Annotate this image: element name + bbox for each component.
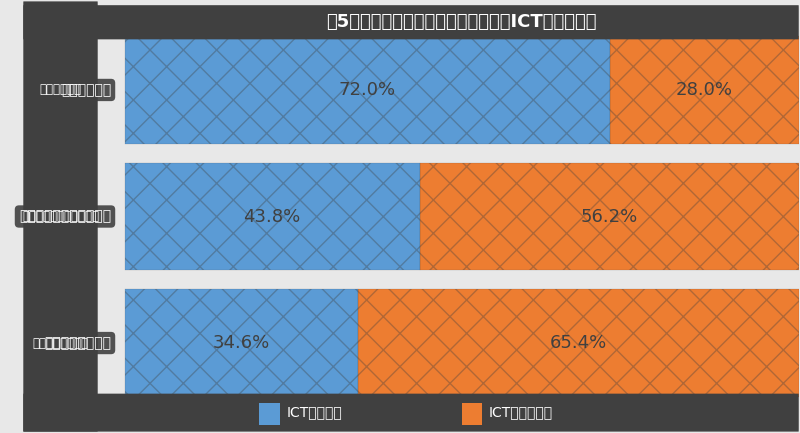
FancyBboxPatch shape xyxy=(23,1,98,432)
Bar xyxy=(358,289,798,397)
Bar xyxy=(125,289,358,397)
Bar xyxy=(125,36,610,144)
Text: ICT部門社員: ICT部門社員 xyxy=(286,406,342,420)
Bar xyxy=(125,289,358,397)
Text: 図5：ベンダー企業とユーザー企業のICT社員数比較: 図5：ベンダー企業とユーザー企業のICT社員数比較 xyxy=(326,13,597,31)
Bar xyxy=(420,163,798,270)
Text: 56.2%: 56.2% xyxy=(581,207,638,226)
Bar xyxy=(125,163,420,270)
Text: 34.6%: 34.6% xyxy=(213,334,270,352)
Bar xyxy=(358,289,798,397)
Text: 大手ユーザー企業: 大手ユーザー企業 xyxy=(33,336,89,349)
Bar xyxy=(420,163,798,270)
FancyBboxPatch shape xyxy=(23,394,798,432)
Bar xyxy=(462,403,482,425)
Text: 43.8%: 43.8% xyxy=(243,207,301,226)
Text: 65.4%: 65.4% xyxy=(550,334,607,352)
Text: 72.0%: 72.0% xyxy=(338,81,396,99)
Text: ベンダー企業: ベンダー企業 xyxy=(39,84,82,97)
Bar xyxy=(125,36,610,144)
FancyBboxPatch shape xyxy=(23,5,798,39)
Text: ベンダー企業: ベンダー企業 xyxy=(61,83,111,97)
Bar xyxy=(125,163,420,270)
Text: 大手ユーザー企業: 大手ユーザー企業 xyxy=(44,336,111,350)
Text: 中堅・中小ユーザー企業: 中堅・中小ユーザー企業 xyxy=(22,210,99,223)
Text: 28.0%: 28.0% xyxy=(676,81,733,99)
Bar xyxy=(610,36,798,144)
Text: 中堅・中小ユーザー企業: 中堅・中小ユーザー企業 xyxy=(19,210,111,223)
Bar xyxy=(259,403,279,425)
Bar xyxy=(610,36,798,144)
Text: ICT以外の社員: ICT以外の社員 xyxy=(489,406,553,420)
